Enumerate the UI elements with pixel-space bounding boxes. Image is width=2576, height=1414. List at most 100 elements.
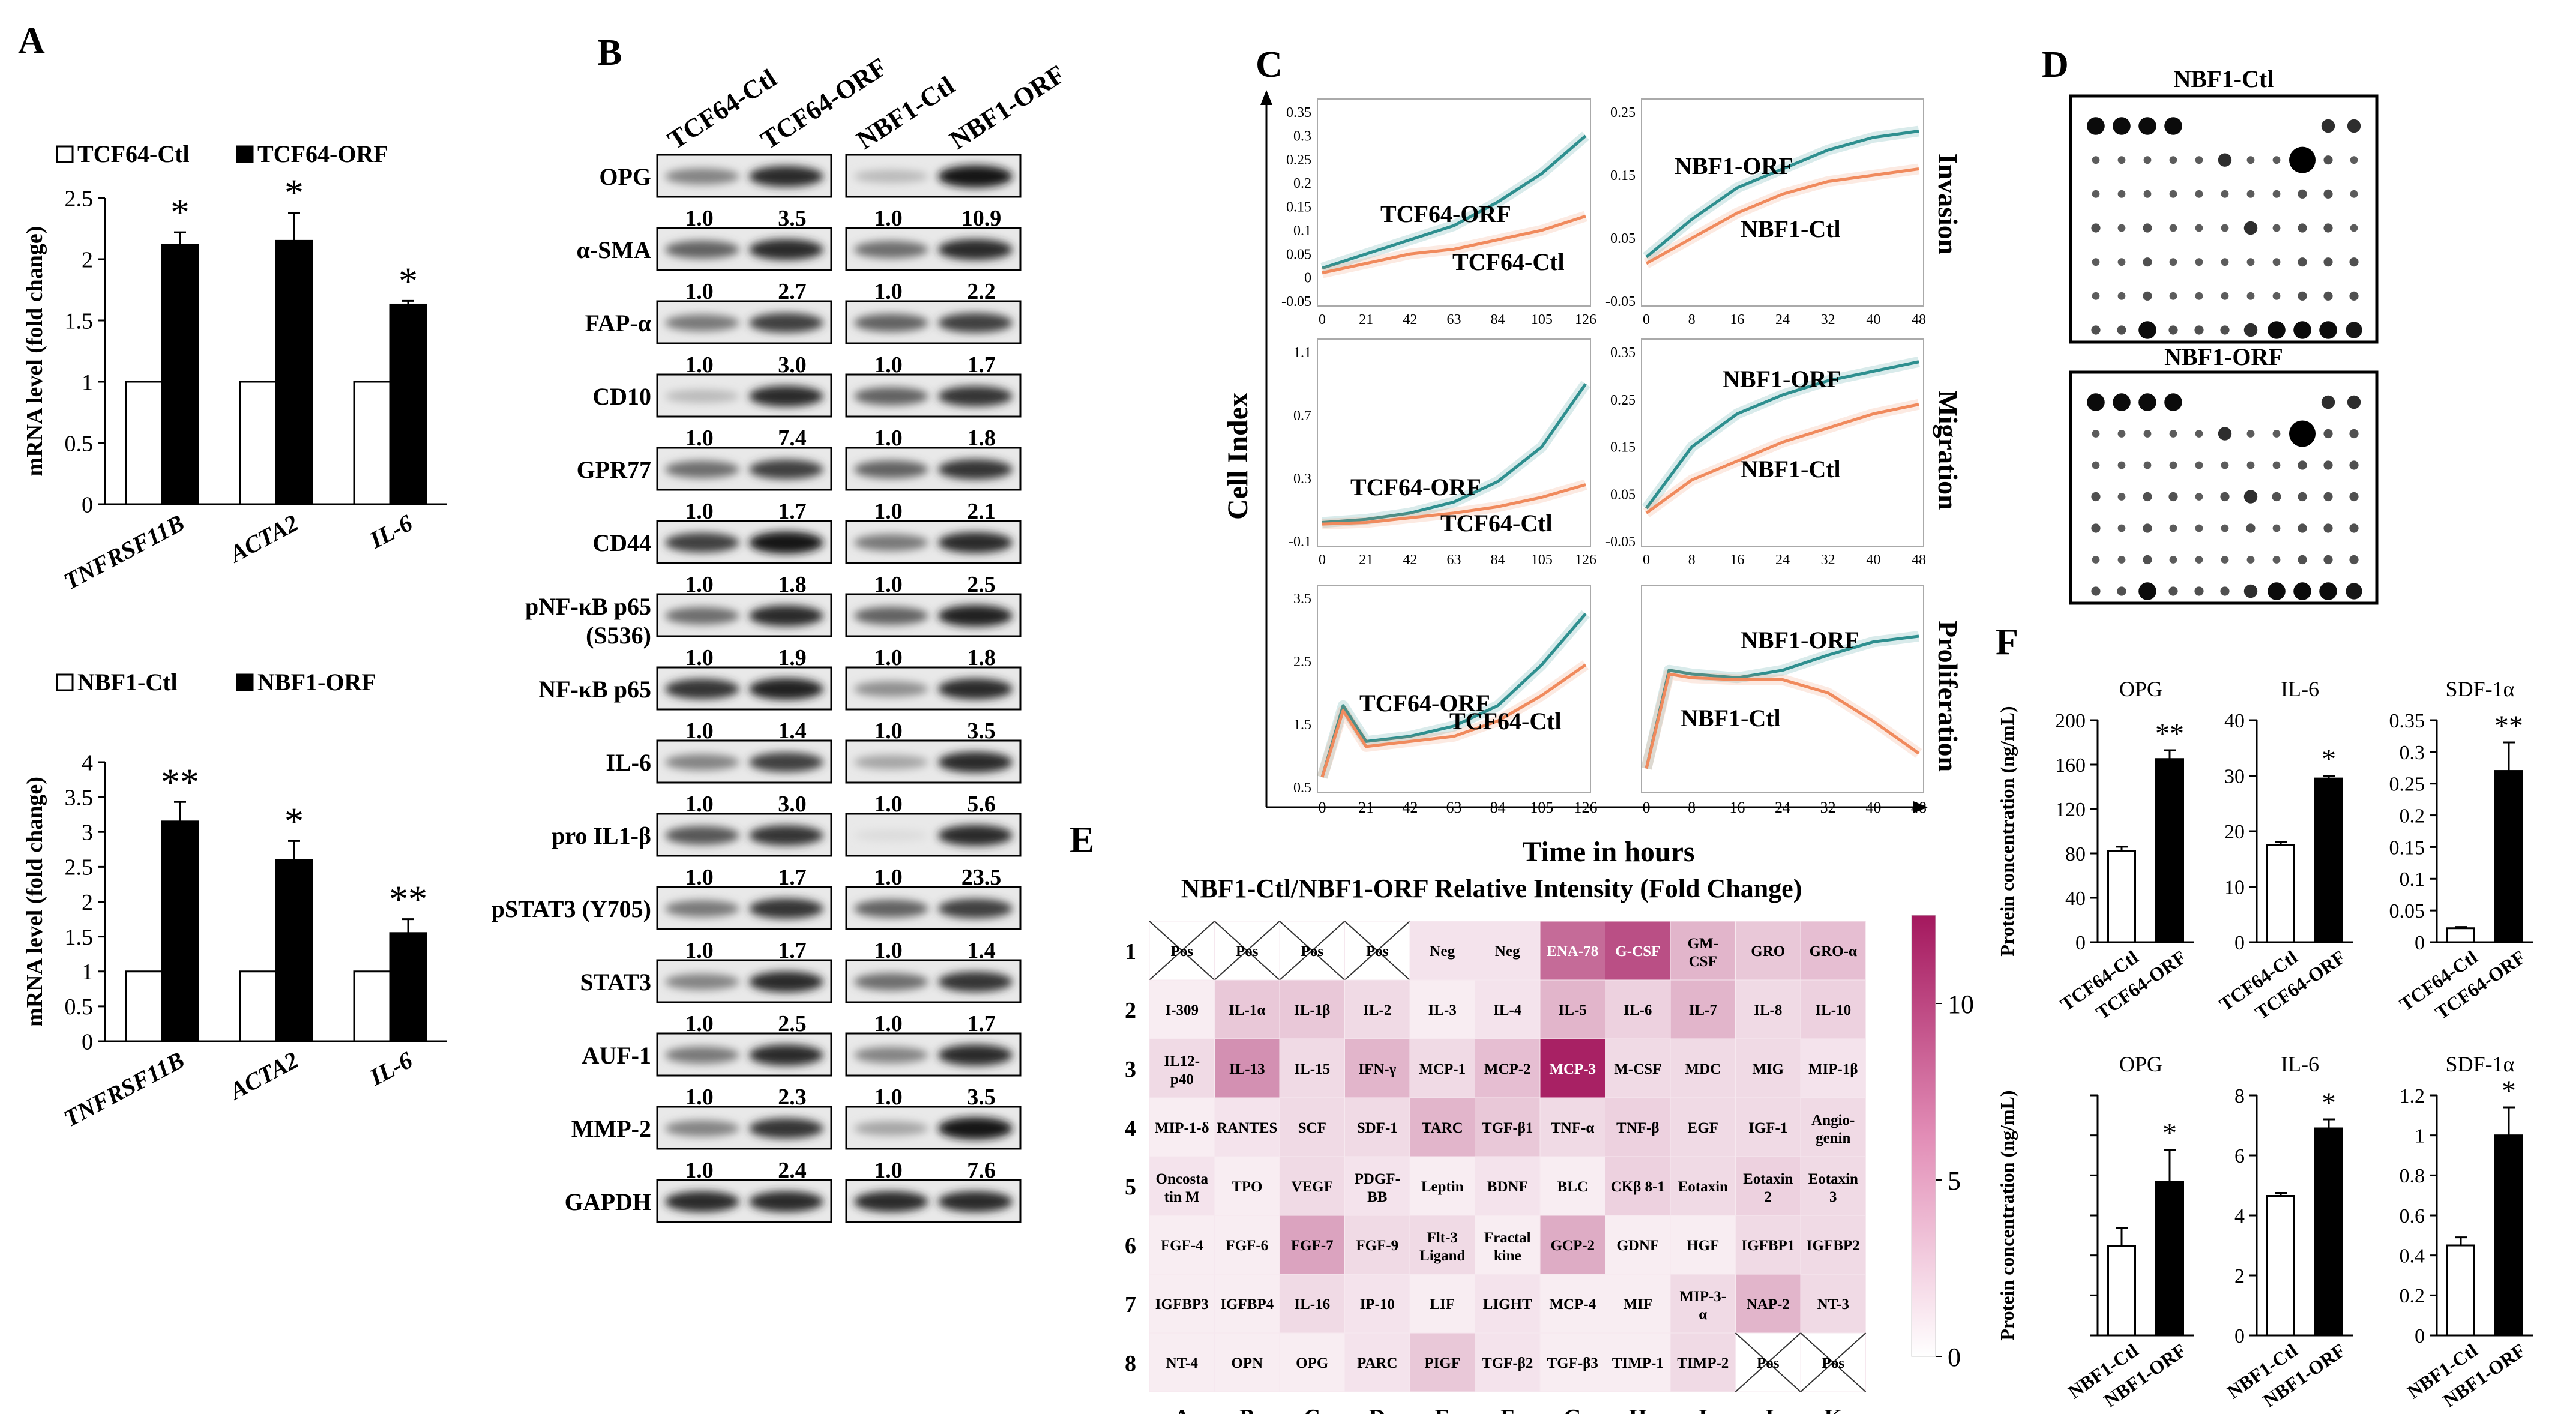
subplot-x-tick: 8: [1688, 312, 1696, 328]
blot-band: [665, 826, 739, 845]
heatmap-cell: [1735, 1156, 1801, 1216]
array-spot: [2117, 430, 2126, 438]
subplot-x-tick: 105: [1531, 312, 1553, 328]
blot-quant-value: 1.0: [874, 938, 903, 963]
subplot-x-tick: 32: [1821, 312, 1835, 328]
blot-quant-value: 2.4: [778, 1158, 807, 1183]
array-title: NBF1-ORF: [2164, 343, 2283, 370]
array-spot: [2243, 584, 2258, 598]
subplot-y-tick: 0.2: [1293, 176, 1311, 191]
y-tick-label: 0.25: [2389, 774, 2425, 796]
legend-label: NBF1-ORF: [257, 669, 376, 696]
y-tick-label: 1.5: [65, 925, 94, 950]
blot-band: [665, 460, 739, 478]
colorbar-tick-label: 10: [1948, 990, 1974, 1019]
y-tick-label: 0.2: [2400, 805, 2425, 827]
array-spot: [2218, 153, 2232, 167]
blot-band: [749, 825, 823, 846]
significance-star: *: [2322, 1087, 2336, 1119]
blot-quant-value: 1.7: [778, 499, 807, 524]
array-spot: [2221, 461, 2229, 469]
blot-band: [854, 681, 928, 697]
array-spot: [2117, 258, 2126, 266]
array-spot: [2246, 556, 2255, 564]
subplot-x-tick: 63: [1447, 312, 1461, 328]
blot-protein-label: CD10: [592, 383, 651, 410]
panel-letter-a: A: [18, 20, 45, 61]
bar: [389, 932, 427, 1042]
heatmap-cell-label: OPG: [1296, 1355, 1328, 1371]
subplot-y-tick: 0.15: [1286, 200, 1311, 215]
heatmap-cell-label: TARC: [1422, 1120, 1463, 1136]
blot-quant-value: 1.0: [685, 352, 714, 378]
heatmap-cell-label: IGFBP2: [1807, 1238, 1860, 1254]
heatmap-cell-label: 2: [1765, 1189, 1772, 1205]
blot-quant-value: 1.0: [874, 718, 903, 744]
y-tick-label: 0.4: [2400, 1245, 2425, 1268]
heatmap-cell-label: genin: [1816, 1130, 1850, 1146]
heatmap-cell-label: IGFBP1: [1741, 1238, 1795, 1254]
heatmap-cell-label: kine: [1494, 1248, 1521, 1264]
array-spot: [2092, 292, 2100, 300]
blot-quant-value: 2.5: [967, 572, 996, 597]
array-spot: [2143, 430, 2152, 438]
heatmap-cell-label: G-CSF: [1615, 943, 1660, 960]
array-spot: [2169, 224, 2177, 232]
array-spot: [2087, 117, 2105, 135]
array-spot: [2092, 258, 2100, 266]
y-tick-label: 80: [2065, 843, 2086, 865]
subplot-y-tick: 0.3: [1293, 128, 1311, 144]
heatmap-cell: [1670, 1215, 1736, 1275]
blot-quant-value: 1.9: [778, 645, 807, 670]
heatmap-cell-label: ENA-78: [1547, 943, 1598, 960]
blot-quant-value: 1.0: [685, 865, 714, 890]
blot-quant-value: 1.0: [685, 572, 714, 597]
heatmap-row-label: 1: [1125, 939, 1136, 964]
heatmap-cell-label: IP-10: [1360, 1296, 1395, 1313]
blot-quant-value: 1.0: [874, 645, 903, 670]
blot-band: [665, 973, 739, 990]
blot-band: [854, 314, 928, 332]
array-spot: [2319, 582, 2337, 600]
array-spot: [2218, 427, 2232, 441]
heatmap-cell-label: LIGHT: [1483, 1296, 1532, 1313]
array-spot: [2221, 292, 2229, 300]
series-label: NBF1-Ctl: [1741, 215, 1841, 242]
array-spot: [2323, 492, 2333, 502]
heatmap-cell: [1279, 1097, 1345, 1157]
legend-label: TCF64-ORF: [257, 140, 388, 167]
blot-quant-value: 1.7: [778, 865, 807, 890]
y-tick-label: 30: [2224, 765, 2245, 787]
assay-label: Migration: [1933, 390, 1963, 510]
blot-band: [938, 1044, 1013, 1066]
array-spot: [2298, 523, 2307, 533]
subplot-x-tick: 48: [1911, 799, 1927, 816]
y-axis-label: Protein concentration (ng/mL): [1996, 706, 2018, 956]
blot-band: [665, 900, 739, 917]
heatmap-cell-label: Pos: [1171, 943, 1194, 960]
blot-band: [665, 532, 739, 553]
y-tick-label: 0: [2234, 932, 2245, 954]
array-spot: [2243, 490, 2258, 504]
array-spot: [2221, 258, 2229, 266]
heatmap-cell-label: PIGF: [1424, 1355, 1460, 1371]
legend-swatch: [56, 673, 74, 691]
y-tick-label: 2: [2234, 1265, 2245, 1287]
blot-band: [854, 534, 928, 551]
blot-band: [749, 313, 823, 333]
heatmap-col-label: B: [1239, 1405, 1254, 1414]
significance-star: *: [2322, 744, 2336, 775]
y-tick-label: 1: [82, 960, 93, 985]
cell-index-subplot: 0 8 16 24 32 40 48 NBF1-ORF NBF1-Ctl: [1641, 585, 1927, 816]
heatmap-cell-label: MIP-3-: [1679, 1289, 1726, 1305]
blot-quant-value: 3.5: [778, 206, 807, 231]
blot-protein-label: AUF-1: [582, 1042, 651, 1069]
heatmap-cell-label: TGF-β3: [1547, 1355, 1598, 1371]
blot-quant-value: 2.1: [967, 499, 996, 524]
blot-band: [938, 751, 1013, 773]
heatmap-cell: [1670, 1332, 1736, 1392]
subplot-y-tick: 0.15: [1610, 168, 1636, 184]
x-category-label: ACTA2: [223, 1046, 302, 1106]
array-spot: [2349, 291, 2359, 301]
array-spot: [2195, 190, 2203, 198]
